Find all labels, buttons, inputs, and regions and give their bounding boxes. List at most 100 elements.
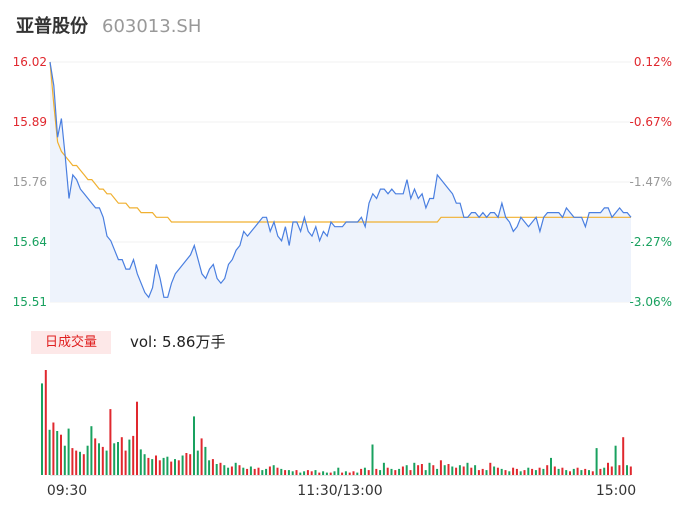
volume-bar (303, 471, 306, 475)
volume-bar (98, 443, 100, 475)
volume-bar (360, 468, 363, 475)
volume-bar (204, 446, 207, 475)
volume-bar (71, 448, 74, 475)
volume-bar (523, 470, 526, 475)
percent-tick-label: -1.47% (630, 175, 672, 189)
price-tick-label: 15.76 (13, 175, 47, 189)
volume-bar (603, 467, 606, 475)
volume-bar (56, 431, 59, 475)
average-price-line (49, 61, 631, 223)
volume-bar (170, 461, 173, 475)
volume-bar (348, 472, 351, 475)
volume-bar (466, 462, 469, 475)
percent-tick-label: 0.12% (634, 55, 672, 69)
volume-bar (268, 466, 271, 475)
volume-bar (291, 471, 294, 475)
volume-bar (474, 465, 477, 475)
volume-bar (618, 465, 621, 475)
volume-bar (622, 437, 625, 475)
volume-bar (409, 470, 412, 475)
volume-bar (234, 462, 237, 475)
volume-bar (143, 454, 146, 475)
volume-bar (132, 435, 135, 475)
volume-bar (60, 434, 62, 475)
volume-bar (451, 466, 454, 475)
volume-bar (595, 448, 598, 475)
volume-bar (124, 450, 127, 475)
volume-readout: vol: 5.86万手 (130, 333, 226, 351)
percent-tick-label: -2.27% (630, 235, 672, 249)
volume-bar (139, 449, 142, 475)
volume-bar (455, 467, 458, 475)
volume-bar (504, 470, 507, 475)
volume-bar (500, 468, 503, 475)
volume-bar (101, 446, 104, 475)
price-tick-label: 16.02 (13, 55, 47, 69)
volume-bar (147, 457, 150, 475)
volume-bar (337, 467, 340, 475)
volume-bar (265, 468, 268, 475)
volume-bar (257, 467, 260, 475)
volume-bar (287, 470, 290, 475)
price-tick-label: 15.64 (13, 235, 47, 249)
volume-bar (546, 465, 549, 475)
volume-bar (280, 468, 283, 475)
volume-bar (379, 470, 382, 475)
volume-bar (588, 470, 590, 475)
volume-bar (261, 470, 264, 475)
volume-bar (542, 468, 545, 475)
volume-bar (162, 457, 165, 475)
volume-tab[interactable]: 日成交量 (31, 331, 111, 354)
volume-bar (325, 472, 328, 475)
volume-bar (52, 422, 55, 475)
volume-bar (367, 470, 370, 475)
volume-bar (136, 401, 138, 475)
volume-bar (329, 472, 332, 475)
volume-bar (443, 465, 446, 475)
volume-bar (181, 455, 184, 475)
volume-bar (310, 471, 313, 475)
volume-bar (390, 468, 393, 475)
time-tick-label: 09:30 (47, 483, 87, 499)
volume-bar (447, 464, 450, 475)
volume-bar (230, 466, 233, 475)
volume-bar (413, 462, 416, 475)
volume-bar (401, 466, 404, 475)
volume-bar (591, 471, 594, 475)
volume-bar (90, 426, 93, 475)
volume-bar (117, 442, 119, 475)
time-tick-label: 11:30/13:00 (297, 483, 382, 499)
price-area-fill (50, 62, 631, 302)
volume-bar (599, 468, 602, 475)
volume-bar (113, 443, 116, 475)
time-axis-labels: 09:30 11:30/13:00 15:00 (47, 483, 636, 499)
volume-bar (572, 468, 575, 475)
volume-bar (371, 444, 374, 475)
volume-bar (424, 470, 427, 475)
volume-bar (67, 428, 70, 475)
volume-bar (420, 464, 423, 475)
volume-bar (553, 466, 556, 475)
volume-bar (356, 472, 359, 475)
volume-bars (41, 370, 632, 475)
volume-bar (531, 468, 534, 475)
volume-bar (295, 470, 298, 475)
volume-bar (86, 445, 89, 475)
volume-bar (565, 470, 568, 475)
volume-bar (489, 462, 492, 475)
volume-bar (249, 466, 252, 475)
volume-bar (322, 471, 325, 475)
price-line (49, 61, 632, 299)
percent-tick-label: -0.67% (630, 115, 672, 129)
volume-bar (174, 459, 176, 475)
volume-bar (375, 468, 378, 475)
volume-bar (481, 468, 484, 475)
volume-bar (493, 466, 496, 475)
volume-bar (561, 467, 564, 475)
volume-bar (534, 470, 537, 475)
volume-bar (477, 470, 480, 475)
volume-bar (128, 439, 131, 475)
volume-bar (398, 468, 401, 475)
volume-bar (272, 465, 275, 475)
